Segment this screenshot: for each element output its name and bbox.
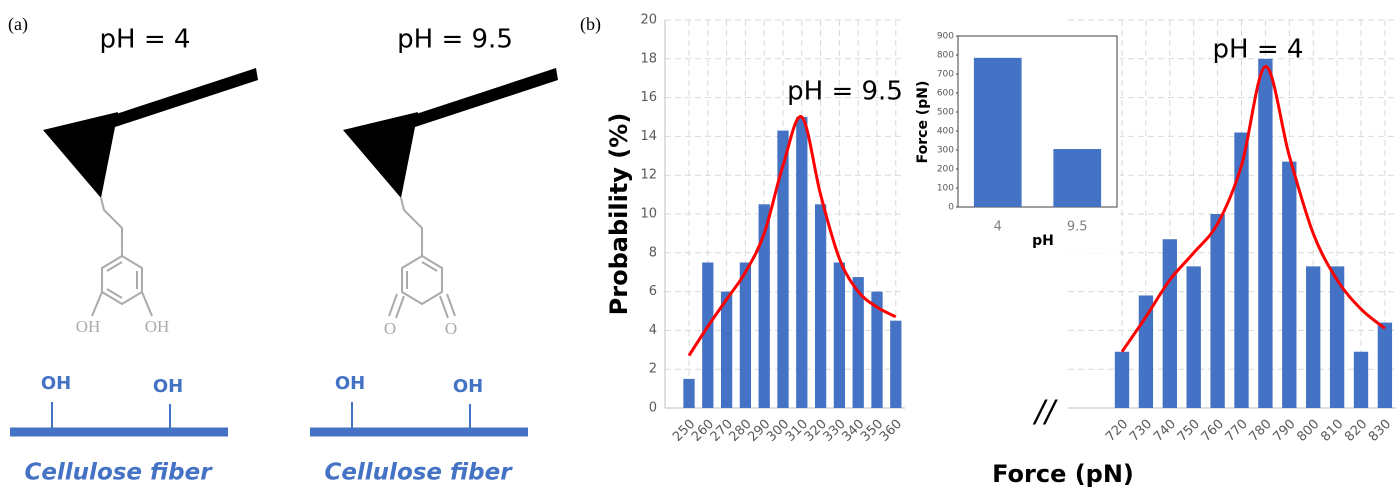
bar [1282,161,1297,408]
bond [446,293,456,317]
bond [439,295,449,319]
ring-bond [106,261,123,272]
chain [400,197,423,256]
bar [890,320,902,408]
fit-curve [1120,65,1386,353]
x-axis-title: pH [1032,233,1054,249]
bond [91,291,103,317]
bond [141,291,153,317]
ring-bond [421,261,438,272]
x-tick-label: 9.5 [1067,220,1088,235]
y-tick-label: 300 [937,146,954,156]
bond [395,295,405,319]
bar [1162,239,1177,408]
surface-label: OH [41,373,71,394]
bar [683,378,695,408]
y-tick-label: 16 [640,90,657,105]
bar [1210,214,1225,408]
bar [852,277,864,408]
bar [1186,266,1201,408]
bar [1377,322,1393,408]
bar [796,117,808,408]
y-tick-label: 14 [640,129,657,144]
ring [401,254,443,306]
y-tick-label: 4 [649,323,657,338]
y-tick-label: 20 [640,13,657,28]
inset-box [957,35,1118,208]
axis-break: // [1032,395,1058,430]
y-tick-label: 0 [649,401,657,416]
bar [720,291,733,408]
annotation: pH = 9.5 [787,77,903,107]
bar [814,204,827,408]
bar [702,262,714,408]
cantilever [410,68,558,128]
tip [43,112,118,198]
y-tick-label: 18 [640,51,657,66]
tip [343,112,418,198]
ring [101,254,143,306]
bar [1138,295,1154,408]
ring-bond [106,288,123,299]
left-panel: pH = 4 OH OH OH OH Cellulose fiber [10,25,258,486]
y-tick-label: 700 [937,70,954,80]
y-tick-label: 0 [948,203,954,213]
annotation: pH = 4 [1213,35,1304,65]
caption: Cellulose fiber [324,460,513,486]
surface-label: OH [453,376,483,397]
bar [1329,266,1345,408]
y-tick-label: 600 [937,89,954,99]
bar [758,204,770,408]
ph-title: pH = 9.5 [397,25,513,55]
group-label: O [384,319,396,338]
bar [1306,266,1321,408]
x-tick-label: 4 [994,220,1002,235]
chain [100,197,123,256]
bar [1234,132,1249,408]
y-axis-title: Probability (%) [605,113,633,316]
y-axis-title: Force (pN) [915,81,931,164]
y-tick-label: 12 [640,168,657,183]
bar [1353,351,1369,408]
x-axis-title: Force (pN) [992,460,1134,488]
cantilever [110,68,258,128]
bond [388,293,398,317]
bar [1258,58,1273,409]
y-tick-label: 400 [937,127,954,137]
panel-label: (a) [8,14,28,35]
ph-title: pH = 4 [100,25,191,55]
bar [739,262,752,408]
surface-label: OH [335,373,365,394]
bar [973,57,1022,207]
y-tick-label: 900 [937,32,954,42]
y-tick-label: 2 [649,362,657,377]
y-tick-label: 6 [649,284,657,299]
group-label: OH [76,317,101,336]
group-label: OH [145,317,170,336]
surface-label: OH [153,376,183,397]
panel-label: (b) [580,14,601,35]
bar [1053,149,1102,207]
y-tick-label: 100 [937,184,954,194]
bar [777,130,789,408]
y-tick-label: 800 [937,51,954,61]
bar [833,262,846,408]
group-label: O [445,319,457,338]
y-tick-label: 10 [640,207,657,222]
y-tick-label: 200 [937,165,954,175]
bar [1114,351,1130,408]
fit-curve [687,115,897,357]
y-tick-label: 8 [649,245,657,260]
caption: Cellulose fiber [24,460,213,486]
y-tick-label: 500 [937,108,954,118]
right-panel: pH = 9.5 O O OH OH Cellulose fiber [310,25,558,486]
bar [871,291,883,408]
